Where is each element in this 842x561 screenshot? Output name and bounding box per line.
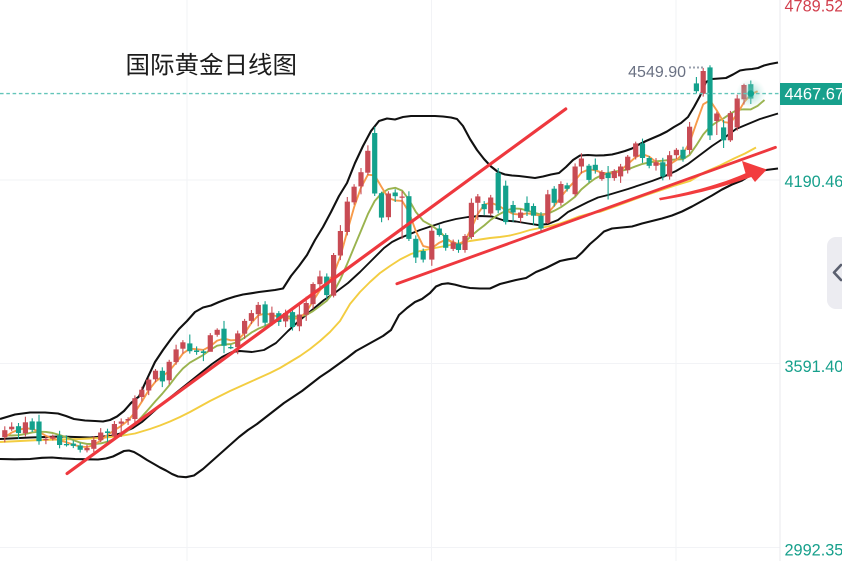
svg-text:4467.67: 4467.67 [785, 86, 842, 104]
svg-text:4549.90: 4549.90 [628, 64, 686, 81]
svg-text:3591.40: 3591.40 [785, 358, 842, 376]
svg-text:2992.35: 2992.35 [785, 542, 842, 560]
svg-text:4789.52: 4789.52 [785, 0, 842, 16]
svg-text:4190.46: 4190.46 [785, 173, 842, 191]
